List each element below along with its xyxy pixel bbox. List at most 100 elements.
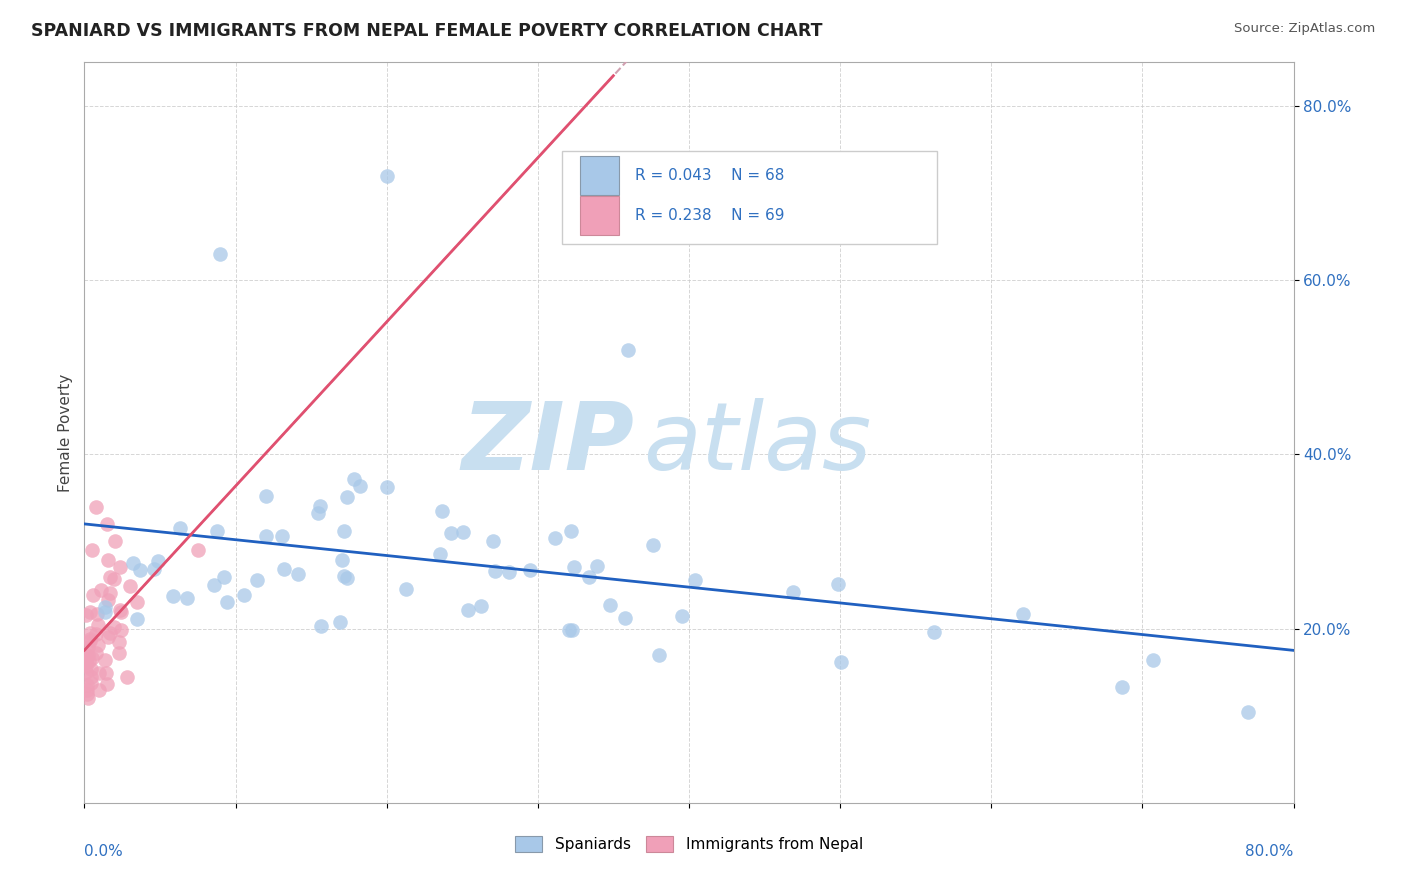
Point (209, 247, 232, 261)
Point (187, 543, 209, 558)
Point (561, 624, 583, 638)
Point (309, 619, 332, 633)
Point (205, 524, 228, 538)
Point (107, 635, 129, 649)
Point (76, 678, 98, 692)
Point (79, 632, 101, 647)
Point (922, 625, 945, 640)
Point (80, 670, 103, 684)
Point (562, 559, 585, 574)
Point (782, 585, 804, 599)
Point (87, 617, 110, 632)
Point (484, 564, 506, 578)
Point (98, 586, 121, 600)
Point (330, 553, 353, 567)
Point (254, 489, 277, 503)
Point (94, 600, 117, 615)
Point (1142, 653, 1164, 667)
Point (108, 602, 131, 616)
Point (617, 343, 640, 357)
Point (307, 507, 329, 521)
Point (333, 524, 356, 539)
Text: Source: ZipAtlas.com: Source: ZipAtlas.com (1234, 22, 1375, 36)
Point (89, 682, 111, 697)
Point (80, 676, 103, 690)
Point (671, 608, 693, 623)
Point (202, 577, 225, 591)
Point (97, 630, 120, 644)
Y-axis label: Female Poverty: Female Poverty (58, 374, 73, 491)
Point (641, 538, 664, 552)
Point (429, 547, 451, 561)
Text: 0.0%: 0.0% (84, 844, 124, 858)
Point (103, 619, 125, 633)
Text: 80.0%: 80.0% (1246, 844, 1294, 858)
Point (395, 582, 418, 596)
Point (683, 573, 706, 587)
Point (98, 570, 121, 584)
Point (614, 611, 637, 625)
Point (585, 558, 607, 573)
Point (430, 504, 453, 518)
Point (329, 615, 352, 629)
Point (287, 567, 309, 582)
Point (125, 595, 148, 609)
Point (77, 654, 100, 668)
Point (104, 534, 127, 549)
Point (84, 646, 107, 660)
Point (75, 655, 97, 669)
Point (75, 607, 97, 622)
Point (77, 648, 100, 662)
Point (332, 569, 354, 583)
Point (115, 669, 138, 683)
Point (148, 554, 170, 568)
Point (336, 571, 359, 585)
Point (560, 524, 582, 538)
Point (271, 529, 294, 543)
Point (80, 662, 103, 676)
Point (544, 531, 567, 545)
Point (110, 623, 132, 637)
Point (80, 543, 103, 558)
Point (827, 577, 849, 591)
Point (519, 563, 541, 577)
Point (82, 588, 104, 602)
FancyBboxPatch shape (581, 196, 619, 235)
Point (75, 648, 97, 662)
Point (79, 634, 101, 648)
Point (482, 534, 505, 549)
Point (103, 572, 125, 586)
Point (75, 659, 97, 673)
Point (1012, 607, 1035, 621)
Point (76, 682, 98, 697)
FancyBboxPatch shape (562, 152, 936, 244)
Point (217, 594, 239, 608)
Point (309, 500, 332, 514)
Point (440, 526, 463, 541)
Point (75, 655, 97, 669)
Point (212, 570, 235, 584)
Point (84, 627, 107, 641)
Point (97, 593, 120, 607)
Point (94, 605, 117, 619)
Point (1236, 705, 1258, 719)
Point (336, 490, 359, 504)
FancyBboxPatch shape (581, 156, 619, 194)
Point (498, 565, 520, 579)
Text: atlas: atlas (643, 398, 872, 489)
Point (79, 626, 101, 640)
Point (96, 517, 118, 532)
Point (90, 582, 112, 597)
Point (162, 589, 184, 603)
Point (457, 603, 479, 617)
Point (121, 556, 143, 570)
Point (254, 529, 277, 543)
Point (273, 562, 295, 576)
Text: SPANIARD VS IMMIGRANTS FROM NEPAL FEMALE POVERTY CORRELATION CHART: SPANIARD VS IMMIGRANTS FROM NEPAL FEMALE… (31, 22, 823, 40)
Point (176, 591, 198, 605)
Point (127, 612, 149, 626)
Point (93, 653, 115, 667)
Point (648, 648, 671, 663)
Point (246, 573, 269, 587)
Point (76, 687, 98, 701)
